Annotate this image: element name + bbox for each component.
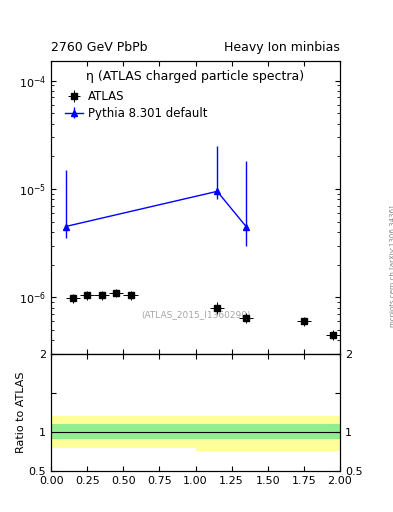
Y-axis label: Ratio to ATLAS: Ratio to ATLAS (16, 372, 26, 453)
Text: (ATLAS_2015_I1360290): (ATLAS_2015_I1360290) (141, 310, 250, 319)
Legend: ATLAS, Pythia 8.301 default: ATLAS, Pythia 8.301 default (63, 88, 209, 122)
Text: Heavy Ion minbias: Heavy Ion minbias (224, 41, 340, 54)
Text: 2760 GeV PbPb: 2760 GeV PbPb (51, 41, 148, 54)
Text: η (ATLAS charged particle spectra): η (ATLAS charged particle spectra) (86, 70, 305, 83)
Text: mcplots.cern.ch [arXiv:1306.3436]: mcplots.cern.ch [arXiv:1306.3436] (389, 205, 393, 327)
